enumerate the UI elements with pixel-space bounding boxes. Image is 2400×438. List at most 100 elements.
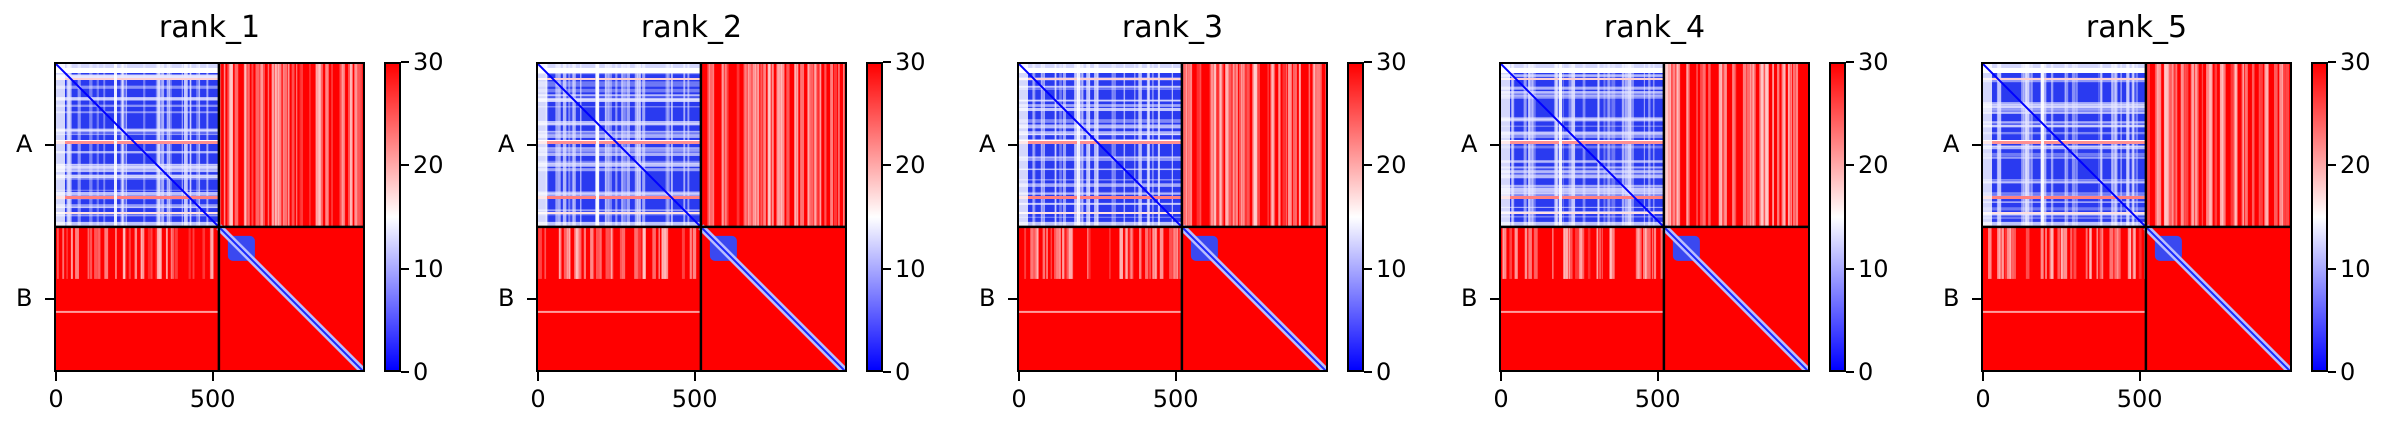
- chain-a-stripe-h: [56, 175, 219, 179]
- inter-chain-stripe: [2191, 64, 2195, 227]
- inter-chain-band: [538, 310, 701, 313]
- inter-chain-stripe: [1172, 226, 1177, 279]
- inter-chain-stripe: [1219, 64, 1222, 227]
- inter-chain-stripe: [1235, 64, 1238, 227]
- inter-chain-stripe: [2146, 64, 2150, 227]
- inter-chain-stripe: [2266, 64, 2269, 227]
- inter-chain-stripe: [605, 226, 610, 279]
- chain-a-stripe-v: [1611, 64, 1616, 227]
- inter-chain-stripe: [595, 226, 600, 279]
- inter-chain-stripe: [1295, 64, 1297, 227]
- inter-chain-stripe: [819, 64, 822, 227]
- inter-chain-stripe: [2050, 226, 2054, 279]
- chain-a-gap-col: [2041, 64, 2044, 227]
- inter-chain-stripe: [1153, 226, 1157, 279]
- chain-a-red-band: [1019, 78, 1182, 80]
- chain-a-stripe-h: [1983, 131, 2146, 135]
- inter-chain-stripe: [1772, 64, 1774, 227]
- inter-chain-stripe: [1298, 64, 1301, 227]
- chain-a-stripe-v: [181, 64, 183, 227]
- x-tick-label: 0: [1493, 385, 1509, 413]
- inter-chain-stripe: [71, 226, 73, 279]
- chain-a-stripe-h: [1501, 74, 1664, 76]
- inter-chain-stripe: [1050, 226, 1053, 279]
- inter-chain-stripe: [157, 226, 160, 279]
- inter-chain-stripe: [743, 64, 746, 227]
- chain-label: B: [979, 283, 996, 312]
- colorbar-tick-label: 10: [1858, 254, 1889, 283]
- chain-a-stripe-v: [96, 64, 99, 227]
- chain-a-stripe-v: [1043, 64, 1045, 227]
- inter-chain-stripe: [1702, 64, 1706, 227]
- chain-a-stripe-h: [56, 189, 219, 191]
- chain-a-stripe-v: [157, 64, 160, 227]
- plot-panel: rank_2 A B 0 500 0 10 20 30: [482, 0, 962, 438]
- inter-chain-stripe: [283, 64, 288, 227]
- inter-chain-stripe: [2048, 226, 2051, 279]
- chain-a-stripe-h: [1983, 106, 2146, 111]
- inter-chain-stripe: [2165, 64, 2168, 227]
- chain-a-stripe-h: [538, 152, 701, 156]
- chain-a-stripe-v: [2050, 64, 2054, 227]
- inter-chain-stripe: [609, 226, 613, 279]
- inter-chain-stripe: [171, 226, 173, 279]
- chain-a-stripe-h: [56, 204, 219, 208]
- chain-a-stripe-v: [1171, 64, 1173, 227]
- inter-chain-stripe: [2222, 64, 2225, 227]
- inter-chain-stripe: [174, 226, 178, 279]
- inter-chain-stripe: [2156, 64, 2159, 227]
- inter-chain-stripe: [1289, 64, 1292, 227]
- inter-chain-stripe: [819, 64, 822, 227]
- chain-a-stripe-h: [1501, 125, 1664, 127]
- chain-a-stripe-h: [56, 74, 219, 79]
- chain-a-stripe-v: [1033, 64, 1036, 227]
- inter-chain-stripe: [2208, 64, 2213, 227]
- chain-a-stripe-v: [1532, 64, 1536, 227]
- inter-chain-stripe: [692, 226, 697, 279]
- chain-a-stripe-h: [538, 131, 701, 136]
- inter-chain-stripe: [229, 64, 232, 227]
- chain-a-stripe-v: [1643, 64, 1645, 227]
- inter-chain-stripe: [2264, 64, 2269, 227]
- inter-chain-stripe: [1668, 64, 1671, 227]
- chain-a-stripe-h: [1501, 94, 1664, 97]
- inter-chain-stripe: [1232, 64, 1235, 227]
- chain-a-stripe-h: [56, 97, 219, 101]
- chain-a-stripe-h: [1983, 109, 2146, 113]
- chain-a-nterm-col: [56, 64, 65, 227]
- inter-chain-stripe: [341, 64, 343, 227]
- chain-a-stripe-h: [1019, 124, 1182, 128]
- chain-a-stripe-v: [2132, 64, 2135, 227]
- inter-chain-stripe: [1218, 64, 1223, 227]
- colorbar: [1347, 62, 1364, 372]
- inter-chain-stripe: [1514, 226, 1518, 279]
- inter-chain-stripe: [2175, 64, 2178, 227]
- chain-a-red-band: [1019, 141, 1182, 144]
- chain-a-stripe-h: [1983, 121, 2146, 123]
- inter-chain-stripe: [1575, 226, 1579, 279]
- chain-a-stripe-v: [615, 64, 618, 227]
- inter-chain-stripe: [1054, 226, 1058, 279]
- colorbar-tick: [1364, 61, 1372, 63]
- inter-chain-stripe: [263, 64, 265, 227]
- inter-chain-stripe: [123, 226, 126, 279]
- inter-chain-stripe: [1196, 64, 1201, 227]
- inter-chain-stripe: [170, 226, 175, 279]
- inter-chain-stripe: [1988, 226, 1992, 279]
- panel-title: rank_1: [158, 10, 261, 45]
- chain-a-stripe-v: [1608, 64, 1610, 227]
- x-tick-label: 500: [2116, 385, 2163, 413]
- chain-a-stripe-h: [1983, 106, 2146, 108]
- chain-a-stripe-h: [1501, 187, 1664, 192]
- inter-chain-stripe: [1042, 226, 1046, 279]
- inter-chain-stripe: [1232, 64, 1235, 227]
- inter-chain-stripe: [282, 64, 285, 227]
- chain-a-stripe-v: [157, 64, 162, 227]
- chain-a-stripe-h: [56, 176, 219, 180]
- chain-a-stripe-h: [1983, 201, 2146, 203]
- chain-a-stripe-h: [1019, 157, 1182, 161]
- chain-a-stripe-v: [189, 64, 192, 227]
- inter-chain-stripe: [2219, 64, 2222, 227]
- chain-b-diagonal: [1663, 226, 1808, 370]
- chain-a-stripe-h: [1983, 179, 2146, 181]
